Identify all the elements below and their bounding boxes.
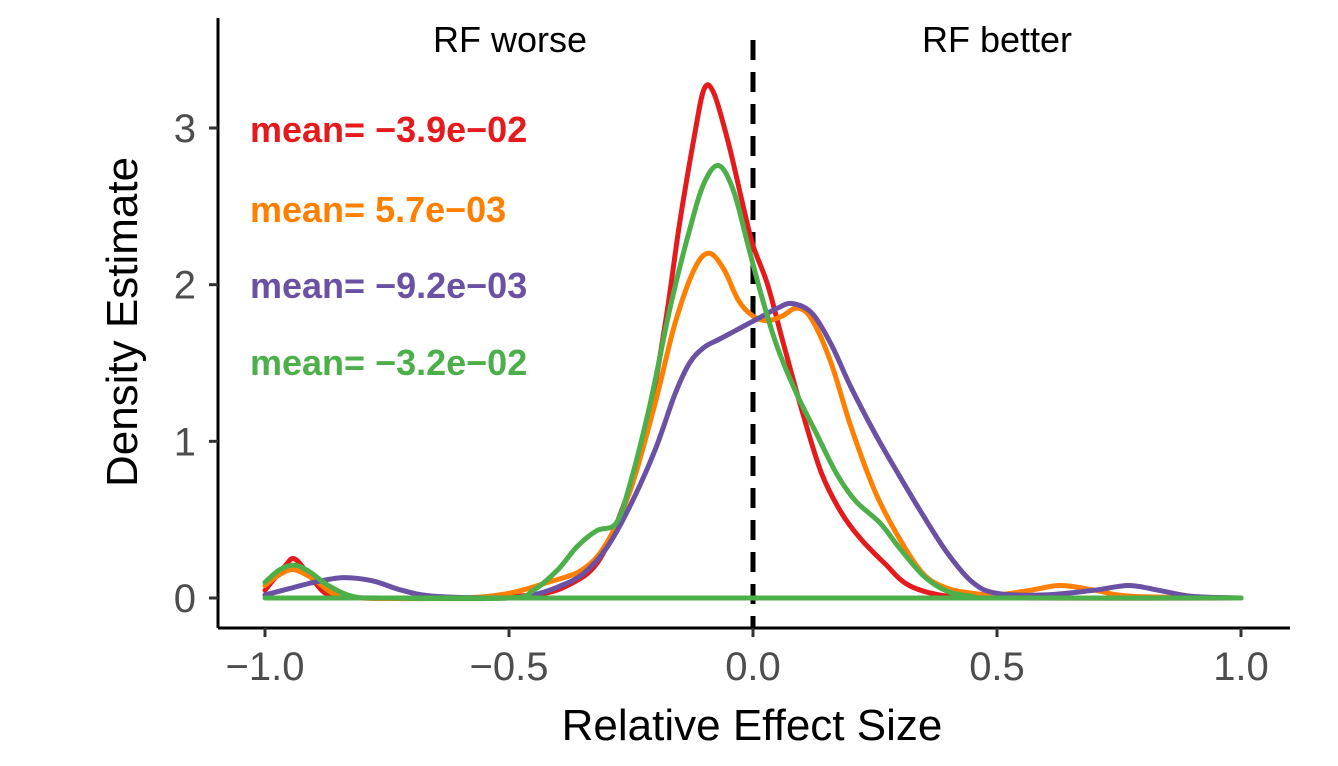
x-tick-label: 0.0 — [725, 645, 781, 689]
y-axis-ticks: 0 1 2 3 — [174, 107, 218, 621]
y-tick-label: 0 — [174, 577, 196, 621]
y-tick-label: 3 — [174, 107, 196, 151]
y-tick-label: 2 — [174, 264, 196, 308]
x-axis-ticks: −1.0 −0.5 0.0 0.5 1.0 — [226, 628, 1269, 689]
y-tick-label: 1 — [174, 420, 196, 464]
x-tick-label: −0.5 — [470, 645, 549, 689]
mean-label-purple: mean= −9.2e−03 — [250, 265, 527, 306]
x-axis-title: Relative Effect Size — [562, 701, 943, 750]
y-axis-title: Density Estimate — [98, 157, 147, 487]
density-series — [262, 82, 1244, 602]
mean-label-green: mean= −3.2e−02 — [250, 342, 527, 383]
x-tick-label: 0.5 — [969, 645, 1025, 689]
x-tick-label: −1.0 — [226, 645, 305, 689]
region-label-worse: RF worse — [433, 19, 587, 60]
mean-label-orange: mean= 5.7e−03 — [250, 189, 506, 230]
x-tick-label: 1.0 — [1213, 645, 1269, 689]
mean-label-red: mean= −3.9e−02 — [250, 109, 527, 150]
region-label-better: RF better — [922, 19, 1072, 60]
